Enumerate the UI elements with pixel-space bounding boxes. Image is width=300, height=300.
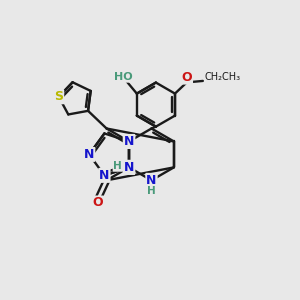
Text: N: N bbox=[124, 135, 134, 148]
Text: S: S bbox=[54, 90, 63, 103]
Text: N: N bbox=[99, 169, 110, 182]
Text: HO: HO bbox=[114, 72, 133, 82]
Text: N: N bbox=[146, 174, 157, 187]
Text: N: N bbox=[124, 135, 134, 148]
Text: O: O bbox=[182, 70, 192, 84]
Text: O: O bbox=[92, 196, 103, 209]
Text: N: N bbox=[124, 161, 134, 174]
Text: N: N bbox=[84, 148, 94, 161]
Text: H: H bbox=[147, 186, 156, 196]
Text: N: N bbox=[124, 161, 134, 174]
Text: CH₂CH₃: CH₂CH₃ bbox=[204, 72, 241, 82]
Text: H: H bbox=[113, 161, 122, 171]
